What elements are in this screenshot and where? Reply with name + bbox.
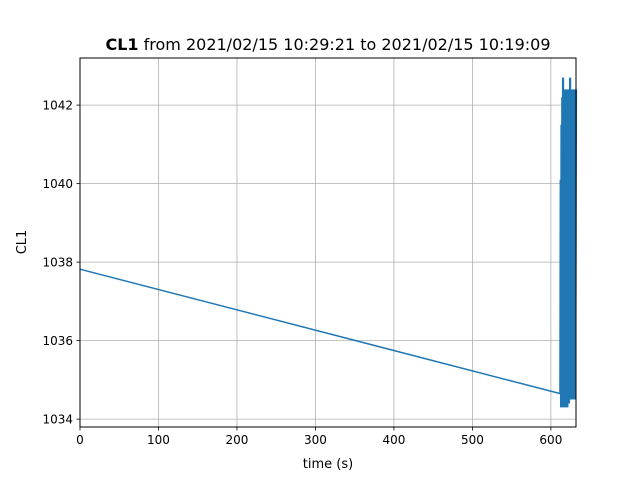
x-tick-label: 600 [539, 433, 562, 447]
series-oscillation [559, 77, 578, 408]
x-axis-label: time (s) [303, 457, 353, 472]
x-tick-label: 0 [76, 433, 84, 447]
y-tick-label: 1040 [42, 177, 73, 191]
y-tick-label: 1036 [42, 334, 73, 348]
plot-area-frame [79, 57, 577, 428]
x-tick-label: 500 [461, 433, 484, 447]
y-axis-label: CL1 [15, 230, 30, 255]
x-tick-label: 100 [147, 433, 170, 447]
series-lines [79, 77, 578, 408]
chart-title: CL1 from 2021/02/15 10:29:21 to 2021/02/… [105, 35, 550, 54]
grid-lines [79, 58, 576, 427]
title-bold-part: CL1 [105, 35, 138, 54]
y-tick-label: 1042 [42, 99, 73, 113]
x-tick-label: 400 [382, 433, 405, 447]
x-tick-label: 300 [304, 433, 327, 447]
x-tick-label: 200 [226, 433, 249, 447]
y-tick-label: 1034 [42, 413, 73, 427]
axis-ticks: 0 100 200 300 400 500 600 1034 1036 1038 1040 1042 [42, 99, 562, 447]
series-line [79, 268, 561, 395]
title-rest-part: from 2021/02/15 10:29:21 to 2021/02/15 1… [139, 35, 551, 54]
y-tick-label: 1038 [42, 256, 73, 270]
